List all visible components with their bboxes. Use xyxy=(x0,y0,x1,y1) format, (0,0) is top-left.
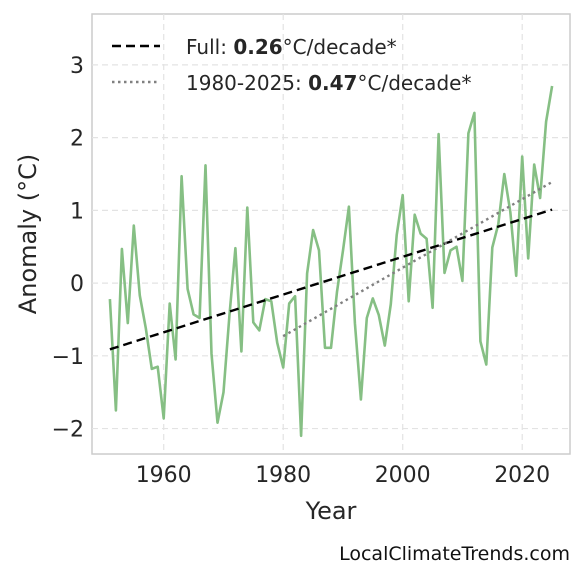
y-axis-label: Anomaly (°C) xyxy=(14,154,42,314)
y-tick-label: 1 xyxy=(70,199,84,224)
ticks: 1960 1980 2000 2020 3 2 1 0 −1 −2 xyxy=(52,54,551,488)
x-tick-label: 1960 xyxy=(136,463,192,488)
plot-area xyxy=(91,13,571,455)
trend-line-recent xyxy=(282,180,553,338)
legend-label-full: Full: 0.26°C/decade* xyxy=(186,35,397,59)
y-tick-label: 0 xyxy=(70,272,84,297)
anomaly-line xyxy=(108,85,554,438)
credit-text: LocalClimateTrends.com xyxy=(339,543,570,565)
x-tick-label: 2020 xyxy=(494,463,550,488)
trend-line-full xyxy=(109,208,553,351)
series-layer xyxy=(108,85,554,438)
y-tick-label: −2 xyxy=(52,418,84,443)
y-tick-label: 2 xyxy=(70,127,84,152)
grid xyxy=(92,14,570,454)
y-tick-label: −1 xyxy=(52,345,84,370)
x-tick-label: 1980 xyxy=(255,463,311,488)
y-tick-label: 3 xyxy=(70,54,84,79)
x-tick-label: 2000 xyxy=(375,463,431,488)
legend-label-recent: 1980-2025: 0.47°C/decade* xyxy=(186,71,471,95)
x-axis-label: Year xyxy=(305,497,357,525)
legend: Full: 0.26°C/decade* 1980-2025: 0.47°C/d… xyxy=(112,35,471,95)
